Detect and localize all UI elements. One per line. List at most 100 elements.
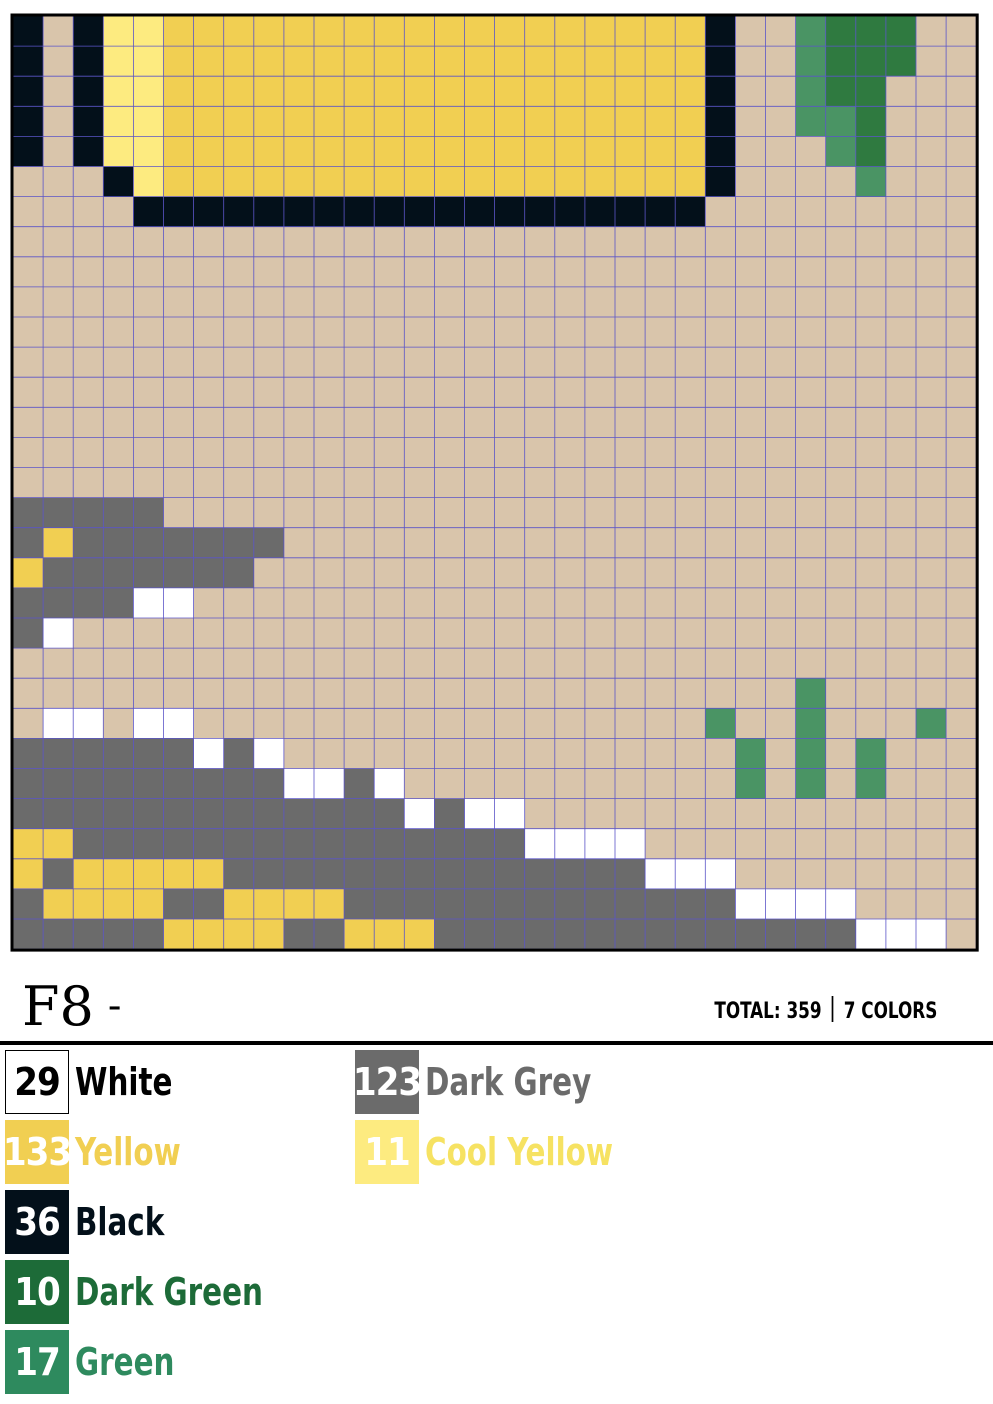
grid-cell	[283, 527, 315, 559]
grid-cell	[434, 678, 465, 709]
grid-cell	[885, 16, 917, 47]
grid-cell	[163, 828, 194, 860]
grid-cell	[163, 407, 194, 438]
grid-cell	[675, 286, 706, 318]
grid-cell	[253, 46, 285, 77]
grid-cell	[916, 527, 947, 559]
grid-cell	[314, 738, 345, 769]
grid-cell	[705, 166, 736, 197]
legend-column-right: 123 Dark Grey 11 Cool Yellow	[353, 1050, 644, 1190]
grid-cell	[946, 648, 977, 679]
grid-cell	[13, 317, 44, 348]
grid-cell	[524, 76, 556, 107]
grid-cell	[675, 618, 706, 649]
grid-cell	[133, 527, 164, 559]
grid-cell	[133, 256, 164, 288]
grid-cell	[765, 46, 796, 77]
grid-cell	[103, 828, 134, 860]
grid-cell	[253, 106, 285, 137]
grid-cell	[13, 166, 44, 197]
grid-cell	[344, 919, 375, 950]
grid-cell	[946, 166, 977, 197]
grid-cell	[43, 738, 74, 769]
grid-cell	[223, 678, 255, 709]
grid-cell	[314, 798, 345, 830]
grid-cell	[615, 858, 646, 890]
grid-cell	[283, 557, 315, 589]
grid-cell	[946, 437, 977, 468]
grid-cell	[855, 256, 887, 288]
grid-cell	[645, 347, 676, 378]
grid-cell	[885, 798, 917, 830]
grid-cell	[193, 828, 225, 860]
grid-cell	[434, 196, 465, 228]
grid-cell	[314, 437, 345, 468]
grid-cell	[855, 828, 887, 860]
legend-name-dark-grey: Dark Grey	[425, 1060, 592, 1104]
grid-cell	[825, 407, 857, 438]
grid-cell	[885, 256, 917, 288]
grid-cell	[855, 46, 887, 77]
grid-cell	[735, 557, 766, 589]
grid-cell	[615, 256, 646, 288]
grid-cell	[404, 738, 435, 769]
grid-cell	[494, 166, 526, 197]
grid-cell	[795, 437, 827, 468]
header-divider	[0, 1041, 993, 1045]
grid-cell	[73, 888, 104, 920]
grid-cell	[434, 76, 465, 107]
grid-cell	[765, 136, 796, 167]
grid-cell	[885, 286, 917, 318]
grid-cell	[103, 858, 134, 890]
grid-cell	[223, 828, 255, 860]
grid-cell	[434, 407, 465, 438]
grid-cell	[916, 497, 947, 529]
grid-cell	[645, 196, 676, 228]
legend-name-green: Green	[75, 1340, 175, 1384]
grid-cell	[314, 317, 345, 348]
grid-cell	[133, 467, 164, 498]
grid-cell	[253, 738, 285, 769]
grid-cell	[584, 317, 616, 348]
grid-cell	[43, 497, 74, 529]
grid-cell	[524, 286, 556, 318]
grid-cell	[344, 317, 375, 348]
grid-cell	[855, 317, 887, 348]
grid-cell	[434, 768, 465, 799]
grid-cell	[584, 828, 616, 860]
legend-item-dark-grey: 123 Dark Grey	[353, 1050, 644, 1114]
grid-cell	[735, 467, 766, 498]
grid-cell	[524, 919, 556, 950]
grid-cell	[885, 407, 917, 438]
grid-cell	[615, 648, 646, 679]
grid-cell	[946, 106, 977, 137]
grid-cell	[825, 46, 857, 77]
grid-cell	[374, 858, 405, 890]
grid-cell	[404, 648, 435, 679]
grid-cell	[133, 858, 164, 890]
grid-cell	[675, 437, 706, 468]
grid-cell	[404, 377, 435, 408]
grid-cell	[855, 587, 887, 619]
grid-cell	[283, 286, 315, 318]
grid-cell	[374, 106, 405, 137]
grid-cell	[554, 708, 586, 739]
grid-cell	[223, 888, 255, 920]
grid-cell	[253, 467, 285, 498]
grid-cell	[855, 437, 887, 468]
grid-cell	[524, 738, 556, 769]
grid-cell	[855, 106, 887, 137]
grid-cell	[494, 798, 526, 830]
grid-cell	[434, 286, 465, 318]
grid-cell	[584, 196, 616, 228]
grid-cell	[795, 708, 827, 739]
grid-cell	[584, 497, 616, 529]
grid-cell	[705, 256, 736, 288]
grid-cell	[344, 618, 375, 649]
swatch-dark-green: 10	[5, 1260, 69, 1324]
grid-cell	[524, 618, 556, 649]
grid-cell	[795, 467, 827, 498]
grid-cell	[916, 76, 947, 107]
grid-cell	[645, 738, 676, 769]
grid-cell	[584, 557, 616, 589]
